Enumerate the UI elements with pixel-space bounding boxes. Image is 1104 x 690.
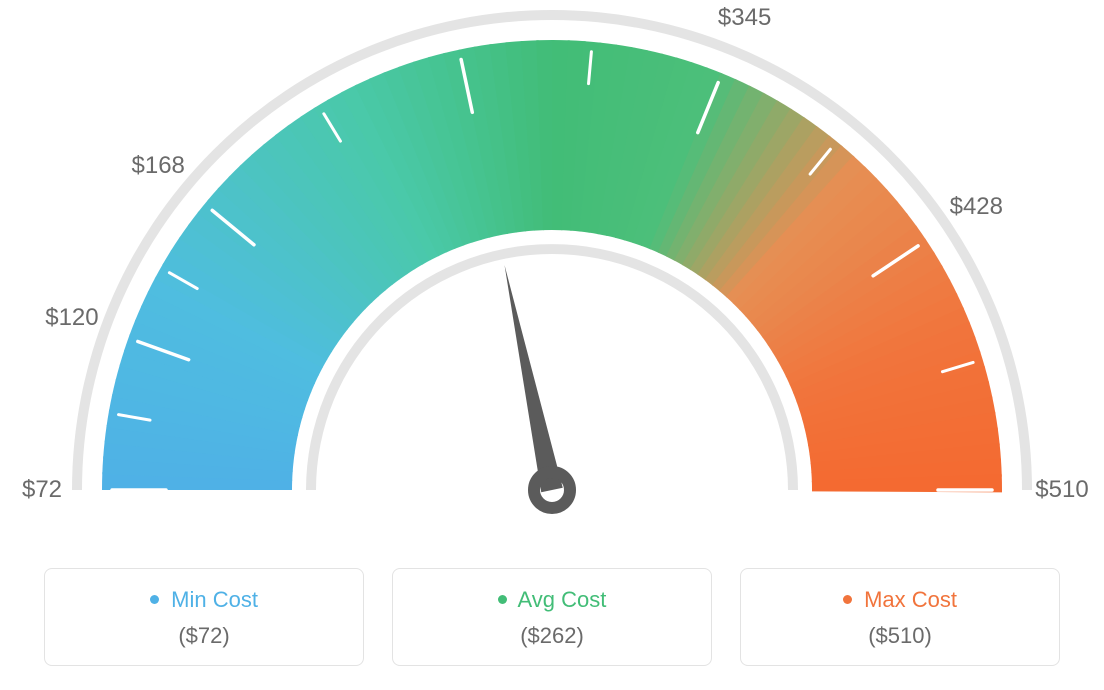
legend-card-avg: Avg Cost ($262): [392, 568, 712, 666]
legend-card-max: Max Cost ($510): [740, 568, 1060, 666]
gauge-tick-label: $120: [45, 304, 98, 332]
legend-row: Min Cost ($72) Avg Cost ($262) Max Cost …: [0, 568, 1104, 666]
gauge-svg: [0, 0, 1104, 540]
legend-card-min: Min Cost ($72): [44, 568, 364, 666]
legend-title-text-max: Max Cost: [864, 587, 957, 612]
legend-value-avg: ($262): [403, 623, 701, 649]
gauge-tick-label: $72: [22, 476, 62, 504]
gauge-tick-label: $510: [1035, 476, 1088, 504]
legend-dot-max: [843, 595, 852, 604]
legend-title-max: Max Cost: [751, 587, 1049, 613]
legend-value-min: ($72): [55, 623, 353, 649]
legend-title-avg: Avg Cost: [403, 587, 701, 613]
gauge-tick-label: $345: [718, 4, 771, 32]
legend-title-min: Min Cost: [55, 587, 353, 613]
gauge-tick-label: $428: [950, 193, 1003, 221]
gauge-tick-label: $262: [420, 0, 473, 5]
legend-value-max: ($510): [751, 623, 1049, 649]
legend-dot-min: [150, 595, 159, 604]
legend-title-text-avg: Avg Cost: [518, 587, 607, 612]
legend-dot-avg: [498, 595, 507, 604]
gauge-chart: $72 $120 $168 $262 $345 $428 $510: [0, 0, 1104, 540]
legend-title-text-min: Min Cost: [171, 587, 258, 612]
gauge-tick-label: $168: [131, 152, 184, 180]
